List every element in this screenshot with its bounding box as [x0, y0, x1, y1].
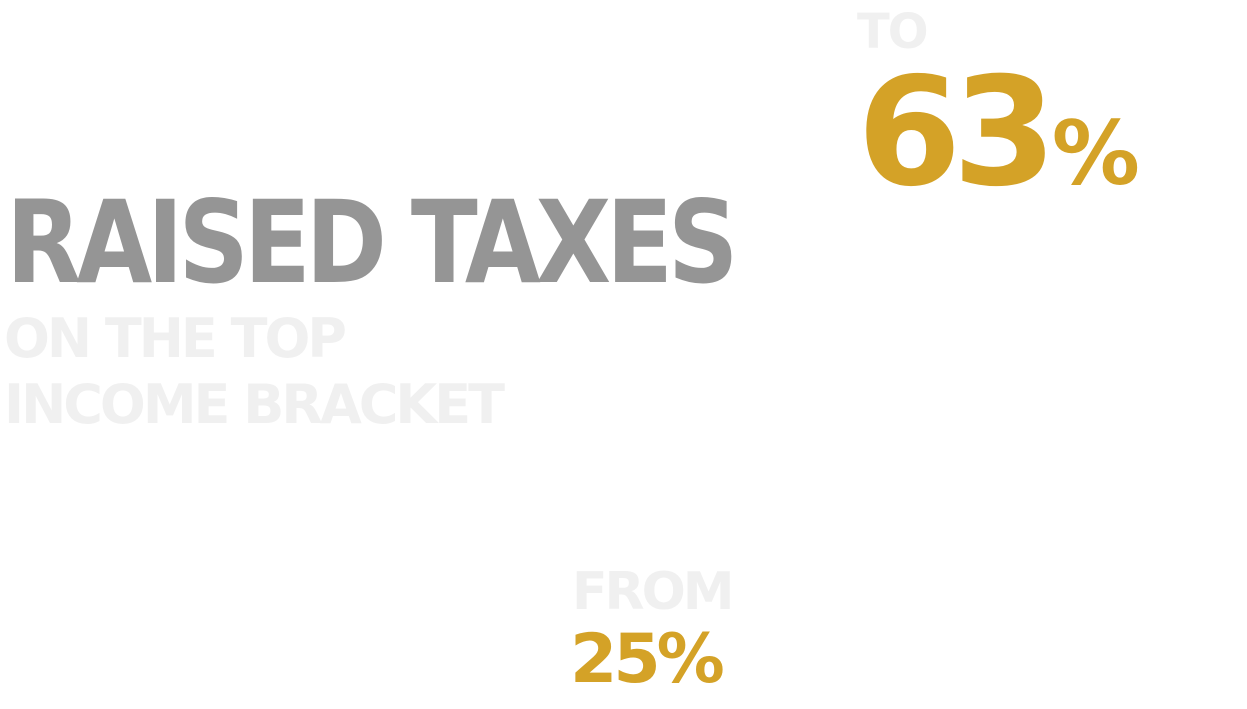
- to-rate-value: 63%: [857, 58, 1140, 208]
- headline: RAISED TAXES: [6, 176, 738, 309]
- from-rate-value: 25%: [570, 620, 725, 699]
- subheadline-line-1: ON THE TOP: [4, 307, 347, 370]
- from-label: FROM: [572, 562, 735, 622]
- to-label: TO: [857, 4, 929, 60]
- to-rate-number: 63: [857, 46, 1057, 220]
- subheadline-line-2: INCOME BRACKET: [4, 373, 505, 436]
- to-rate-percent-sign: %: [1051, 102, 1140, 205]
